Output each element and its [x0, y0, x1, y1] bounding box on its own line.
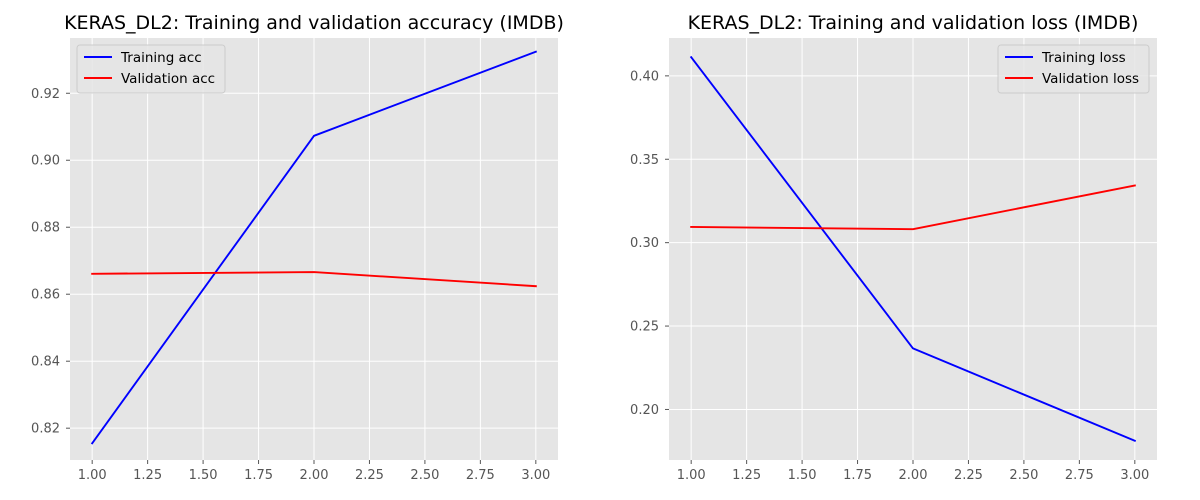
- loss-legend: Training loss Validation loss: [997, 44, 1150, 94]
- accuracy-xtick-label: 2.00: [300, 468, 329, 483]
- accuracy-xtick-label: 3.00: [521, 468, 550, 483]
- accuracy-xtick-label: 2.25: [355, 468, 384, 483]
- series-line-training-loss: [689, 55, 1137, 443]
- loss-series: [689, 55, 1137, 443]
- loss-xtick-label: 1.00: [677, 468, 706, 483]
- loss-axis-ticks: 1.00 1.25 1.50 1.75 2.00 2.25 2.50 2.75 3.00 0.20…: [630, 69, 1149, 483]
- accuracy-axis-ticks: 1.00 1.25 1.50 1.75 2.00 2.25 2.50 2.75 3.00 0.82…: [31, 87, 550, 483]
- accuracy-legend-box: [76, 44, 226, 94]
- accuracy-xtick-label: 2.50: [410, 468, 439, 483]
- loss-xtick-label: 2.25: [954, 468, 983, 483]
- accuracy-legend: Training acc Validation acc: [76, 44, 226, 94]
- series-line-training-acc: [90, 50, 538, 445]
- loss-xtick-label: 2.00: [899, 468, 928, 483]
- loss-xtick-label: 1.50: [788, 468, 817, 483]
- legend-label-training-loss: Training loss: [1041, 50, 1126, 66]
- loss-ytick-label: 0.30: [630, 236, 659, 251]
- accuracy-ytick-label: 0.82: [31, 422, 60, 437]
- loss-xtick-label: 2.75: [1065, 468, 1094, 483]
- loss-legend-box: [997, 44, 1150, 94]
- accuracy-grid: [70, 38, 558, 460]
- accuracy-ytick-label: 0.84: [31, 355, 60, 370]
- accuracy-ytick-label: 0.90: [31, 154, 60, 169]
- loss-xtick-label: 3.00: [1120, 468, 1149, 483]
- loss-chart: 1.00 1.25 1.50 1.75 2.00 2.25 2.50 2.75 3.00 0.20…: [630, 12, 1157, 483]
- accuracy-xtick-label: 1.75: [244, 468, 273, 483]
- loss-ytick-label: 0.20: [630, 403, 659, 418]
- accuracy-xtick-label: 2.75: [466, 468, 495, 483]
- legend-label-training-acc: Training acc: [120, 50, 202, 66]
- loss-ytick-label: 0.35: [630, 153, 659, 168]
- accuracy-ytick-label: 0.88: [31, 221, 60, 236]
- accuracy-xtick-label: 1.00: [78, 468, 107, 483]
- accuracy-series: [90, 50, 538, 445]
- accuracy-chart: 1.00 1.25 1.50 1.75 2.00 2.25 2.50 2.75 3.00 0.82…: [31, 12, 564, 483]
- legend-label-validation-loss: Validation loss: [1042, 71, 1139, 87]
- accuracy-chart-title: KERAS_DL2: Training and validation accur…: [64, 12, 564, 34]
- loss-chart-title: KERAS_DL2: Training and validation loss …: [688, 12, 1139, 34]
- series-line-validation-loss: [690, 184, 1136, 231]
- loss-xtick-label: 1.75: [843, 468, 872, 483]
- loss-xtick-label: 2.50: [1009, 468, 1038, 483]
- legend-label-validation-acc: Validation acc: [121, 71, 215, 87]
- accuracy-ytick-label: 0.86: [31, 288, 60, 303]
- accuracy-ytick-label: 0.92: [31, 87, 60, 102]
- loss-xtick-label: 1.25: [732, 468, 761, 483]
- loss-ytick-label: 0.25: [630, 320, 659, 335]
- accuracy-xtick-label: 1.50: [189, 468, 218, 483]
- loss-ytick-label: 0.40: [630, 69, 659, 84]
- series-line-validation-acc: [91, 271, 537, 288]
- loss-grid: [669, 38, 1157, 460]
- accuracy-xtick-label: 1.25: [133, 468, 162, 483]
